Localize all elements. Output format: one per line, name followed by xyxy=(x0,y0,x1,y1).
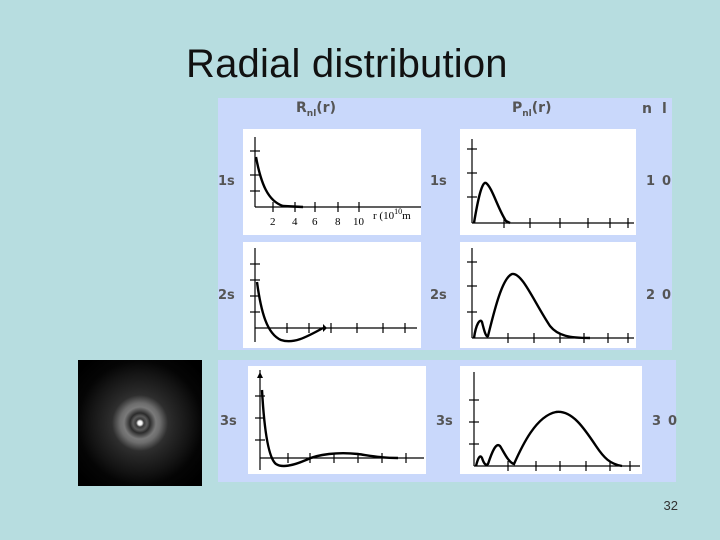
header-P: Pnl(r) xyxy=(512,100,551,119)
header-R: Rnl(r) xyxy=(296,100,336,119)
header-R-main: R xyxy=(296,100,307,116)
row-2s-mid-label: 2s xyxy=(430,288,447,303)
plot-P-1s xyxy=(460,129,636,235)
plot-R-2s xyxy=(243,242,421,348)
tick-10: 10 xyxy=(353,216,365,228)
row-1s-l: 0 xyxy=(662,174,672,189)
row-3s-left-label: 3s xyxy=(220,414,237,429)
tick-2: 2 xyxy=(270,216,276,228)
plot-R-3s xyxy=(248,366,426,474)
header-n: n xyxy=(642,101,652,117)
tick-8: 8 xyxy=(335,216,341,228)
plot-P-2s xyxy=(460,242,636,348)
row-2s-l: 0 xyxy=(662,288,672,303)
row-3s-mid-label: 3s xyxy=(436,414,453,429)
row-1s-mid-label: 1s xyxy=(430,174,447,189)
row-3s-n: 3 xyxy=(652,414,662,429)
page-number: 32 xyxy=(663,498,678,513)
plot-R-1s: 2 4 6 8 10 r (1010m xyxy=(243,129,421,235)
header-P-tail: (r) xyxy=(531,100,552,116)
tick-4: 4 xyxy=(292,216,298,228)
row-1s-left-label: 1s xyxy=(218,174,235,189)
header-P-sub: nl xyxy=(522,108,532,119)
header-R-sub: nl xyxy=(306,108,317,119)
slide-title: Radial distribution xyxy=(186,42,508,86)
header-R-tail: (r) xyxy=(316,100,336,116)
header-l: l xyxy=(662,101,667,117)
orbital-density-image xyxy=(78,360,202,486)
plot-P-3s xyxy=(460,366,642,474)
header-P-main: P xyxy=(512,100,523,116)
axis-unit: r (1010m xyxy=(373,207,411,222)
row-2s-left-label: 2s xyxy=(218,288,235,303)
radial-panel-top: Rnl(r) Pnl(r) n l 1s 1s 1 0 2 4 6 8 10 r… xyxy=(218,98,672,350)
row-2s-n: 2 xyxy=(646,288,656,303)
tick-6: 6 xyxy=(312,216,318,228)
radial-panel-bottom: 3s 3s 3 0 xyxy=(218,360,678,482)
row-3s-l: 0 xyxy=(668,414,678,429)
row-1s-n: 1 xyxy=(646,174,656,189)
